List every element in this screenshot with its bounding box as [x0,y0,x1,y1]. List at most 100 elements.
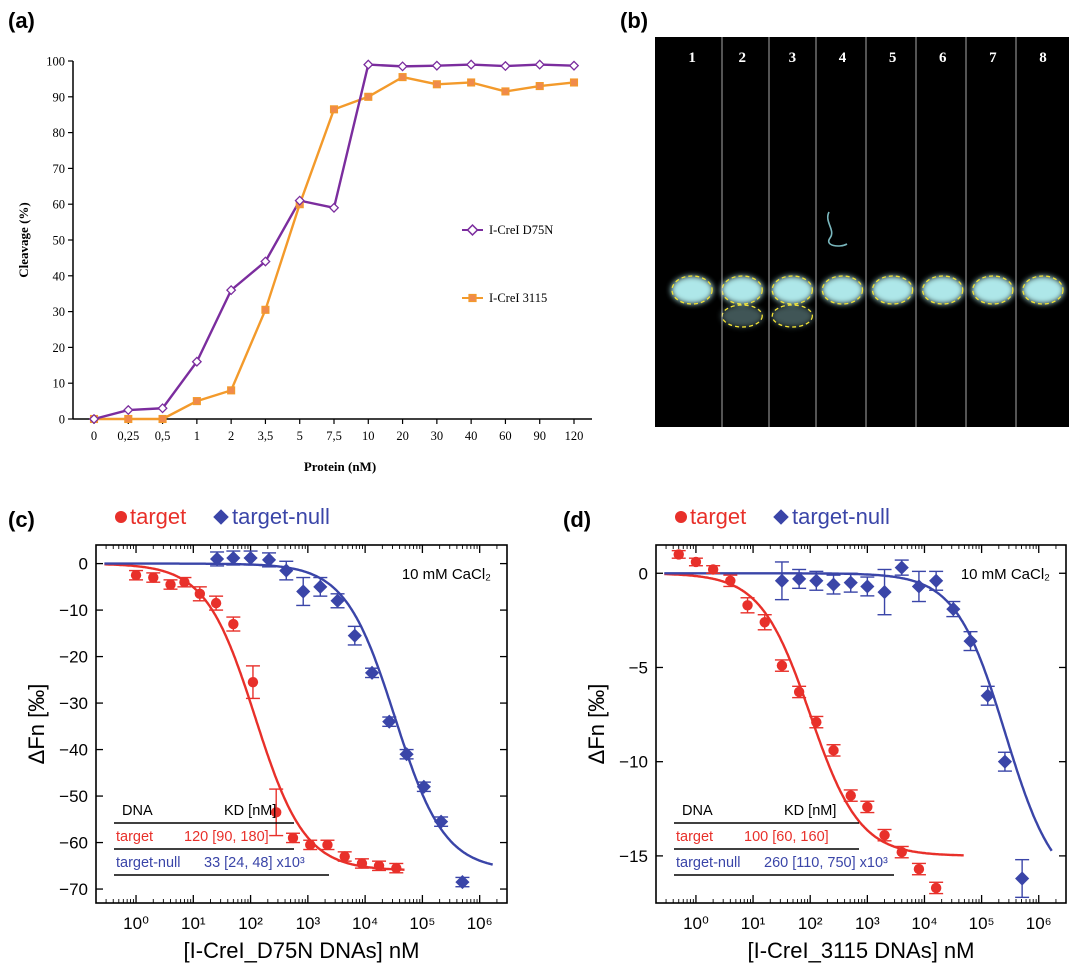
gel-band [771,276,814,304]
panelC-table-row-dna: target-null [116,855,180,871]
chart-a-point-3115 [192,397,201,406]
gel-lane-label: 3 [789,50,797,66]
panelD-table-row-dna: target [676,829,713,845]
panel-label-c: (c) [8,507,35,532]
panelC-legend-null-label: target-null [232,504,330,529]
panelD-table-row-kd: 260 [110, 750] x10³ [764,855,888,871]
chart-a-point-3115 [467,78,476,87]
legend-3115-label: I-CreI 3115 [489,291,547,305]
chart-a-point-d75n [157,403,168,414]
panelD-table-row-dna: target-null [676,855,740,871]
panelC-point-target [356,858,368,869]
panelC-point-target [179,576,190,588]
panelD-point-target-null [946,601,961,617]
panelC-table-row-kd: 33 [24, 48] x10³ [204,855,305,871]
chart-a-xtick-label: 120 [565,429,584,443]
panelC-point-target [322,839,333,851]
panelC-ytick-label: −40 [59,741,88,760]
chart-a-xtick-label: 60 [499,429,512,443]
panelD-xtick-label: 10⁵ [969,914,995,933]
panelC-fit-curve-target [104,563,405,871]
panelC-ytick-label: −30 [59,694,88,713]
panelC-point-target [373,860,385,872]
gel-band-outline [972,275,1014,305]
chart-c: 0 −10 −20 −30 −40 −50 −60 −70 10⁰ 10¹ 10² 10³ 10⁴ 10⁵… [24,504,508,963]
panelC-ylabel: ΔFn [‰] [24,684,49,765]
panelD-point-target [862,801,873,813]
panelD-xtick-label: 10² [798,914,823,933]
panelD-point-target-null [980,688,995,703]
chart-a-point-3115 [329,105,339,114]
panelC-ytick-label: −10 [59,601,88,620]
chart-a-xtick-label: 1 [194,429,200,443]
panelC-point-target-null [313,579,328,594]
gel-band-outline [871,275,914,305]
panelC-legend-target-marker [115,511,127,523]
panel-label-a: (a) [8,8,35,33]
gel-lane-label: 1 [688,50,696,66]
panelD-legend-null-label: target-null [792,504,890,529]
panelD-point-target [930,882,942,894]
panelD-point-target [707,564,719,575]
chart-a-xtick-label: 0,5 [155,429,171,443]
panelD-point-target-null [1015,871,1030,886]
chart-a-legend: I-CreI D75N I-CreI 3115 [462,223,553,305]
panelD-point-target-null [929,573,944,588]
panelD-point-target [742,600,753,611]
panelD-point-target [673,549,684,560]
panelC-table-header-kd: KD [nM] [224,803,276,819]
gel-lane-label: 8 [1039,50,1047,66]
chart-a-xtick-label: 10 [362,429,375,443]
chart-a-point-d75n [123,404,134,416]
panelD-point-target-null [894,560,909,575]
gel-lane-label: 4 [839,50,847,66]
chart-a-xtick-label: 20 [396,429,409,443]
panelD-table-row-kd: 100 [60, 160] [744,829,829,845]
panelC-point-target [287,832,299,844]
gel-band [871,276,914,304]
panelC-point-target [270,807,282,818]
panelD-point-target-null [843,575,858,590]
chart-a-point-3115 [124,414,133,424]
panelD-ytick-label: 0 [639,564,648,583]
panelC-point-target [305,839,316,851]
panelD-frame [655,544,1067,904]
panelC-point-target-null [261,552,277,567]
panelD-legend-target-label: target [690,504,746,529]
gel-band [671,276,714,304]
panelC-xtick-label: 10⁵ [409,914,435,933]
panelC-point-target-null [347,628,362,643]
panel-label-d: (d) [563,507,591,532]
panelC-point-target-null [399,747,414,762]
panelD-legend-null-marker [773,509,789,525]
panelD-ytick-label: −5 [629,658,648,677]
panelD-point-target [759,617,770,628]
panelC-point-target-null [455,875,470,890]
gel-artifact [827,211,848,247]
panelC-point-target [148,572,159,583]
panelC-legend-null-marker [213,509,229,525]
gel-band-outline [771,304,814,328]
gel-lane-label: 6 [939,50,947,66]
chart-a-point-d75n [568,60,580,71]
gel-band [771,305,814,327]
panelC-point-target-null [226,550,241,566]
gel-band-outline [821,275,864,305]
chart-a-point-d75n [88,413,100,425]
chart-a-point-d75n [191,356,203,367]
panelC-point-target [194,588,206,600]
panelC-frame [95,544,508,904]
panelC-ytick-label: −20 [59,648,88,667]
panelD-point-target-null [826,577,841,592]
panelD-point-target-null [774,573,790,588]
panelC-table-header-dna: DNA [122,803,153,819]
chart-a-point-3115 [364,92,373,101]
chart-a-ytick-label: 60 [53,198,66,212]
gel-band [821,276,864,304]
chart-a-point-d75n [294,195,305,206]
panelD-point-target-null [911,579,927,594]
chart-a-point-3115 [501,87,510,96]
panelD-ytick-label: −10 [619,753,648,772]
panelC-ytick-label: 0 [79,555,88,574]
